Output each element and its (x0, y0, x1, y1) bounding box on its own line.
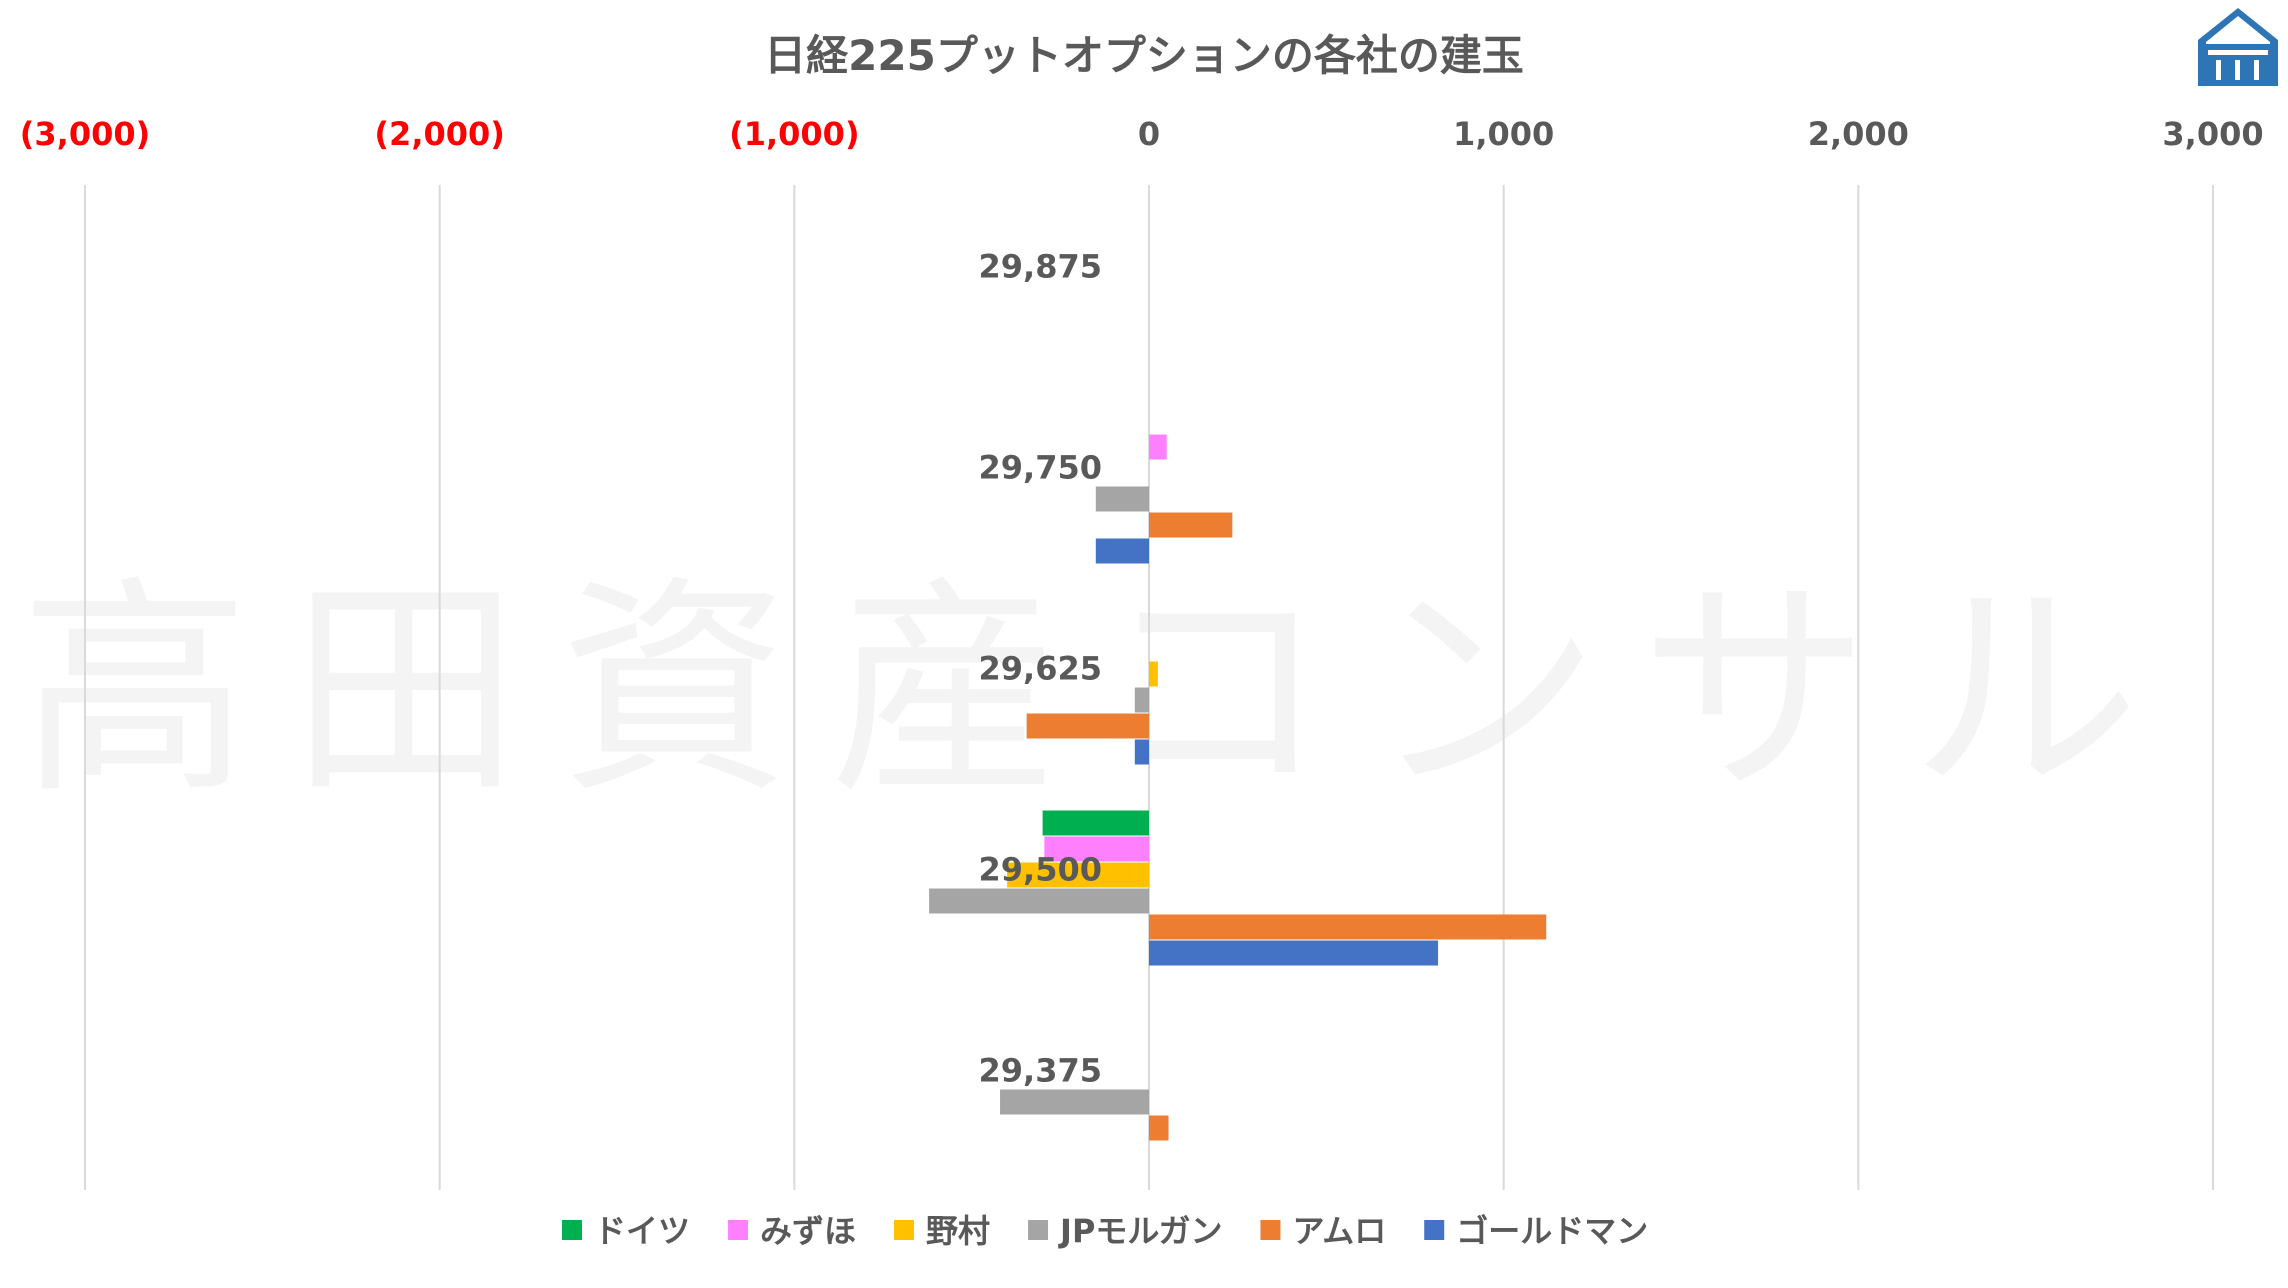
bar (1000, 1089, 1149, 1115)
bar (1044, 836, 1149, 862)
x-tick-label: 3,000 (2162, 115, 2263, 153)
x-tick-label: 1,000 (1453, 115, 1554, 153)
bar (1149, 914, 1547, 940)
bar (1095, 486, 1149, 512)
y-category-label: 29,625 (979, 650, 1102, 688)
bar (1149, 661, 1158, 687)
x-tick-label: (1,000) (729, 115, 859, 153)
bar (1134, 687, 1149, 713)
legend-swatch (728, 1220, 749, 1240)
y-axis-categories: 29,875 29,750 29,625 29,500 29,375 (979, 248, 1102, 1090)
legend-label: アムロ (1292, 1212, 1386, 1250)
legend-swatch (562, 1220, 582, 1240)
x-tick-label: 2,000 (1808, 115, 1909, 153)
bar (1026, 713, 1149, 739)
bar (929, 888, 1149, 914)
legend-swatch (1260, 1220, 1281, 1240)
x-tick-label: 0 (1138, 115, 1160, 153)
bar (1149, 1115, 1169, 1141)
bar (1149, 940, 1439, 966)
watermark-text: 高田資産コンサル (20, 558, 2180, 825)
y-category-label: 29,875 (979, 248, 1102, 286)
bars (929, 434, 1547, 1141)
legend-swatch (894, 1220, 915, 1240)
chart-title: 日経225プットオプションの各社の建玉 (764, 31, 1524, 80)
y-category-label: 29,750 (979, 449, 1102, 487)
legend-label: ゴールドマン (1456, 1212, 1648, 1250)
bar (1134, 739, 1149, 765)
bar (1095, 538, 1149, 564)
legend-label: みずほ (760, 1212, 856, 1250)
bar (1149, 434, 1167, 460)
y-category-label: 29,375 (979, 1052, 1102, 1090)
gridlines (84, 185, 2214, 1190)
y-category-label: 29,500 (979, 851, 1102, 889)
legend-label: JPモルガン (1058, 1212, 1222, 1250)
legend-swatch (1028, 1220, 1049, 1240)
bar (1042, 810, 1149, 836)
legend-label: 野村 (926, 1212, 990, 1250)
legend-label: ドイツ (594, 1212, 690, 1250)
x-axis-ticks: (3,000) (2,000) (1,000) 0 1,000 2,000 3,000 (20, 115, 2264, 153)
bar (1149, 512, 1233, 538)
x-tick-label: (2,000) (374, 115, 504, 153)
x-tick-label: (3,000) (20, 115, 150, 153)
bar (1007, 862, 1149, 888)
legend: ドイツ みずほ 野村 JPモルガン アムロ ゴールドマン (562, 1212, 1648, 1250)
house-logo-icon (2198, 8, 2278, 86)
legend-swatch (1424, 1220, 1445, 1240)
